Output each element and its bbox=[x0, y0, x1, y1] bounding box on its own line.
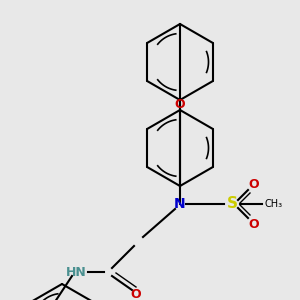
Text: N: N bbox=[174, 197, 186, 211]
Text: O: O bbox=[175, 98, 185, 112]
Text: O: O bbox=[249, 218, 259, 230]
Text: S: S bbox=[226, 196, 238, 211]
Text: HN: HN bbox=[66, 266, 86, 278]
Text: O: O bbox=[131, 287, 141, 300]
Text: CH₃: CH₃ bbox=[265, 199, 283, 209]
Text: O: O bbox=[249, 178, 259, 190]
